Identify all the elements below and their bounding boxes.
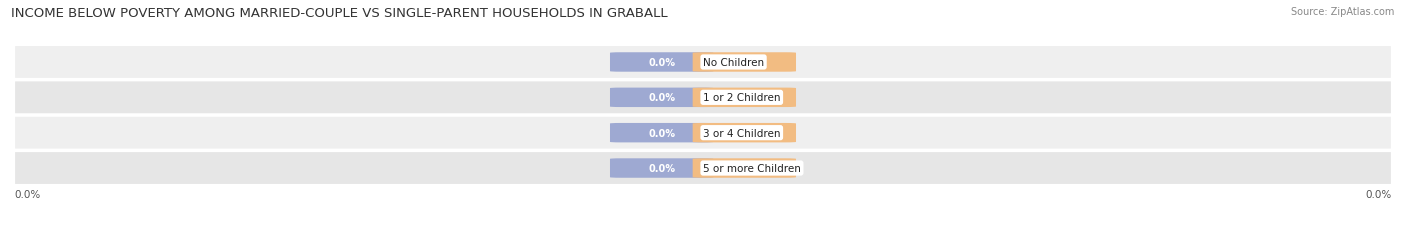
- Text: 1 or 2 Children: 1 or 2 Children: [703, 93, 780, 103]
- FancyBboxPatch shape: [693, 88, 796, 108]
- Text: 0.0%: 0.0%: [648, 93, 675, 103]
- Text: 0.0%: 0.0%: [648, 128, 675, 138]
- Text: 0.0%: 0.0%: [731, 128, 758, 138]
- Text: 0.0%: 0.0%: [731, 93, 758, 103]
- FancyBboxPatch shape: [14, 151, 1392, 185]
- FancyBboxPatch shape: [14, 46, 1392, 80]
- FancyBboxPatch shape: [610, 159, 713, 178]
- Text: 0.0%: 0.0%: [731, 163, 758, 173]
- Text: 5 or more Children: 5 or more Children: [703, 163, 801, 173]
- FancyBboxPatch shape: [693, 123, 796, 143]
- FancyBboxPatch shape: [610, 88, 713, 108]
- Text: 3 or 4 Children: 3 or 4 Children: [703, 128, 780, 138]
- FancyBboxPatch shape: [14, 116, 1392, 150]
- Text: No Children: No Children: [703, 58, 763, 68]
- Text: 0.0%: 0.0%: [648, 58, 675, 68]
- FancyBboxPatch shape: [693, 159, 796, 178]
- Text: 0.0%: 0.0%: [1365, 189, 1392, 199]
- Text: INCOME BELOW POVERTY AMONG MARRIED-COUPLE VS SINGLE-PARENT HOUSEHOLDS IN GRABALL: INCOME BELOW POVERTY AMONG MARRIED-COUPL…: [11, 7, 668, 20]
- FancyBboxPatch shape: [610, 123, 713, 143]
- Text: Source: ZipAtlas.com: Source: ZipAtlas.com: [1291, 7, 1395, 17]
- FancyBboxPatch shape: [610, 53, 713, 72]
- FancyBboxPatch shape: [693, 53, 796, 72]
- Text: 0.0%: 0.0%: [14, 189, 41, 199]
- FancyBboxPatch shape: [14, 81, 1392, 115]
- Text: 0.0%: 0.0%: [731, 58, 758, 68]
- Text: 0.0%: 0.0%: [648, 163, 675, 173]
